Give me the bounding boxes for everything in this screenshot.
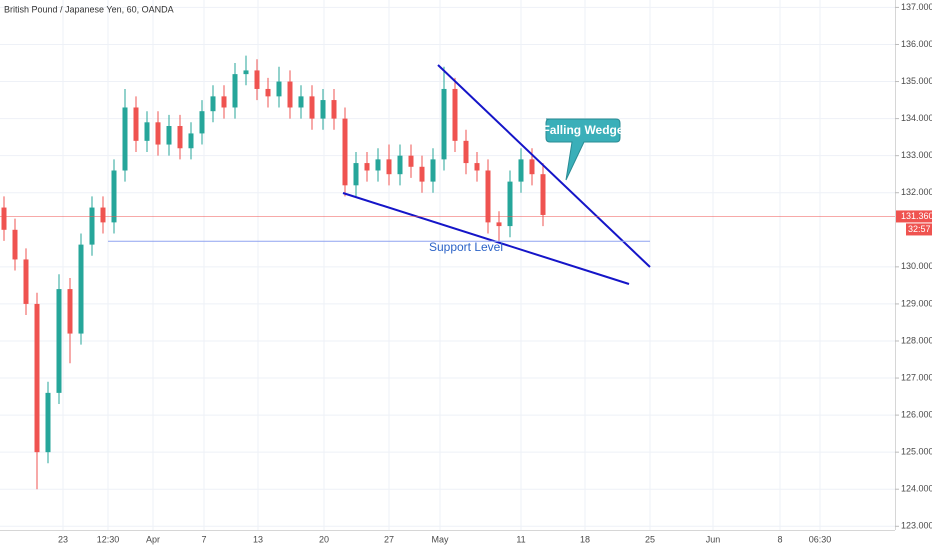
candle-body [375,159,381,171]
candle-body [232,74,238,108]
candle-body [463,140,469,164]
candle-body [67,289,73,334]
candle-body [518,159,524,182]
candle-body [287,81,293,108]
x-tick-label: Apr [146,534,160,544]
candle-body [188,133,194,149]
x-tick-label: 12:30 [97,534,120,544]
candles [1,55,546,490]
candle-body [56,289,62,393]
countdown-tag [906,223,932,236]
y-tick-label: 130.000 [901,261,932,271]
candle-body [177,126,183,149]
candle-body [276,81,282,97]
candle-body [199,111,205,134]
x-tick-label: 7 [201,534,206,544]
candle-body [210,96,216,112]
y-tick-label: 124.000 [901,484,932,494]
candle-body [430,159,436,182]
x-tick-label: 8 [777,534,782,544]
x-tick-label: 20 [319,534,329,544]
current-price-label: 131.360 [901,211,932,221]
annotation-callout [545,118,621,181]
x-tick-label: 23 [58,534,68,544]
y-tick-label: 127.000 [901,372,932,382]
y-tick-label: 137.000 [901,2,932,12]
y-tick-label: 126.000 [901,409,932,419]
candle-body [254,70,260,89]
current-price-tag [896,210,932,223]
x-tick-label: 18 [580,534,590,544]
candle-body [331,100,337,119]
candle-body [298,96,304,108]
x-tick-label: Jun [706,534,721,544]
candle-body [386,159,392,175]
candle-body [452,88,458,141]
candle-body [12,229,18,260]
candle-body [133,107,139,141]
candle-body [23,259,29,304]
candle-body [1,207,7,230]
x-tick-label: May [431,534,449,544]
candle-body [111,170,117,223]
y-tick-label: 129.000 [901,298,932,308]
y-tick-label: 133.000 [901,150,932,160]
candle-body [34,303,40,453]
candle-body [485,170,491,223]
candle-body [540,174,546,215]
x-tick-label: 27 [384,534,394,544]
wedge-lower-line [342,192,630,285]
candle-body [474,163,480,171]
x-tick-label: 25 [645,534,655,544]
candle-body [243,70,249,75]
candle-body [353,163,359,186]
candle-body [144,122,150,141]
y-tick-label: 132.000 [901,187,932,197]
candle-body [342,118,348,186]
y-tick-label: 136.000 [901,39,932,49]
candle-body [397,155,403,175]
candle-body [100,207,106,223]
candle-body [155,122,161,145]
candle-body [221,96,227,108]
x-tick-label: 13 [253,534,263,544]
annotation-text: Falling Wedge [542,123,623,137]
y-tick-label: 135.000 [901,76,932,86]
y-tick-label: 128.000 [901,335,932,345]
x-tick-label: 11 [516,534,525,544]
y-tick-label: 123.000 [901,521,932,531]
candle-body [166,126,172,145]
wedge-upper-line [437,64,651,268]
countdown-label: 32:57 [908,224,931,234]
candle-body [496,222,502,227]
y-tick-label: 125.000 [901,447,932,457]
candle-body [364,163,370,171]
candle-body [309,96,315,119]
candle-body [408,155,414,167]
candle-body [265,88,271,97]
candle-body [320,100,326,119]
candle-body [78,244,84,334]
x-tick-label: 06:30 [809,534,832,544]
candle-body [89,207,95,245]
support-label: Support Level [429,240,503,254]
chart-title: British Pound / Japanese Yen, 60, OANDA [4,4,174,14]
candle-body [441,88,447,160]
grid [0,0,895,530]
candle-body [419,166,425,182]
candle-body [507,181,513,227]
y-tick-label: 134.000 [901,113,932,123]
candle-body [45,392,51,453]
candle-body [529,159,535,175]
candle-body [122,107,128,171]
